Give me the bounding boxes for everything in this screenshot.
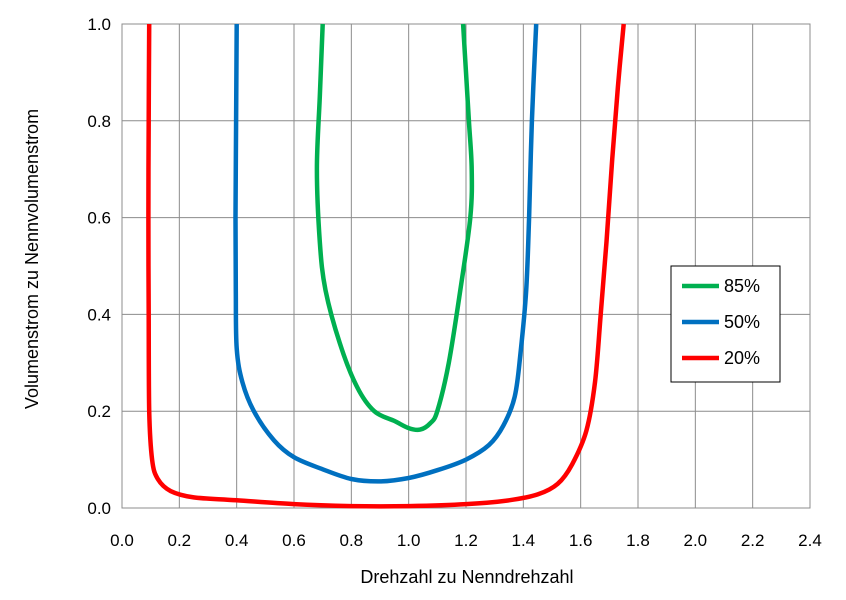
x-axis-title: Drehzahl zu Nenndrehzahl xyxy=(360,567,573,587)
x-tick-label: 1.2 xyxy=(454,531,478,550)
x-tick-label: 1.4 xyxy=(512,531,536,550)
x-tick-label: 0.4 xyxy=(225,531,249,550)
y-tick-label: 0.6 xyxy=(87,209,111,228)
y-axis-title: Volumenstrom zu Nennvolumenstrom xyxy=(22,109,42,409)
series-line-20pct xyxy=(146,23,626,509)
legend-label: 20% xyxy=(724,348,760,368)
x-tick-label: 1.6 xyxy=(569,531,593,550)
x-tick-label: 1.8 xyxy=(626,531,650,550)
x-tick-label: 0.6 xyxy=(282,531,306,550)
legend-label: 85% xyxy=(724,276,760,296)
y-tick-label: 0.4 xyxy=(87,305,111,324)
y-tick-label: 0.8 xyxy=(87,112,111,131)
x-tick-label: 0.0 xyxy=(110,531,134,550)
y-tick-label: 0.0 xyxy=(87,499,111,518)
series-line-85pct xyxy=(314,23,475,433)
x-tick-labels: 0.0 0.2 0.4 0.6 0.8 1.0 1.2 1.4 1.6 1.8 2.0 2.2 2.4 xyxy=(110,531,822,550)
legend: 85% 50% 20% xyxy=(670,265,781,383)
series-layer xyxy=(146,23,626,509)
y-tick-labels: 0.0 0.2 0.4 0.6 0.8 1.0 xyxy=(87,15,111,518)
y-tick-label: 0.2 xyxy=(87,402,111,421)
x-tick-label: 2.0 xyxy=(684,531,708,550)
y-tick-label: 1.0 xyxy=(87,15,111,34)
x-tick-label: 2.4 xyxy=(798,531,822,550)
x-tick-label: 1.0 xyxy=(397,531,421,550)
legend-label: 50% xyxy=(724,312,760,332)
x-tick-label: 0.8 xyxy=(340,531,364,550)
series-line-50pct xyxy=(233,23,539,484)
x-tick-label: 2.2 xyxy=(741,531,765,550)
x-tick-label: 0.2 xyxy=(168,531,192,550)
